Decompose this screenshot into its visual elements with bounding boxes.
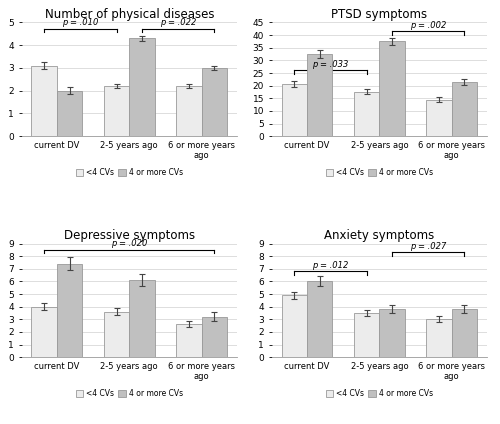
Bar [307, 54, 332, 136]
Bar [452, 309, 477, 357]
Bar [202, 317, 227, 357]
Bar [130, 280, 154, 357]
Bar [354, 92, 380, 136]
Bar [104, 86, 130, 136]
Bar [282, 295, 307, 357]
Legend: <4 CVs, 4 or more CVs: <4 CVs, 4 or more CVs [72, 386, 186, 401]
Bar [176, 324, 202, 357]
Title: Number of physical diseases: Number of physical diseases [44, 8, 214, 21]
Bar [104, 312, 130, 357]
Legend: <4 CVs, 4 or more CVs: <4 CVs, 4 or more CVs [322, 386, 436, 401]
Text: p = .022: p = .022 [160, 18, 196, 27]
Bar [57, 264, 82, 357]
Bar [354, 313, 380, 357]
Bar [282, 84, 307, 136]
Legend: <4 CVs, 4 or more CVs: <4 CVs, 4 or more CVs [72, 165, 186, 180]
Bar [32, 66, 57, 136]
Legend: <4 CVs, 4 or more CVs: <4 CVs, 4 or more CVs [322, 165, 436, 180]
Title: PTSD symptoms: PTSD symptoms [332, 8, 428, 21]
Title: Depressive symptoms: Depressive symptoms [64, 229, 195, 243]
Bar [176, 86, 202, 136]
Text: p = .010: p = .010 [62, 18, 98, 27]
Text: p = .027: p = .027 [410, 242, 447, 251]
Text: p = .012: p = .012 [312, 261, 348, 270]
Bar [32, 307, 57, 357]
Bar [57, 91, 82, 136]
Bar [380, 309, 404, 357]
Bar [202, 68, 227, 136]
Bar [452, 82, 477, 136]
Bar [307, 282, 332, 357]
Title: Anxiety symptoms: Anxiety symptoms [324, 229, 434, 243]
Bar [130, 39, 154, 136]
Bar [426, 100, 452, 136]
Text: p = .002: p = .002 [410, 21, 447, 30]
Bar [426, 319, 452, 357]
Text: p = .033: p = .033 [312, 60, 348, 69]
Bar [380, 42, 404, 136]
Text: p = .020: p = .020 [111, 239, 148, 248]
